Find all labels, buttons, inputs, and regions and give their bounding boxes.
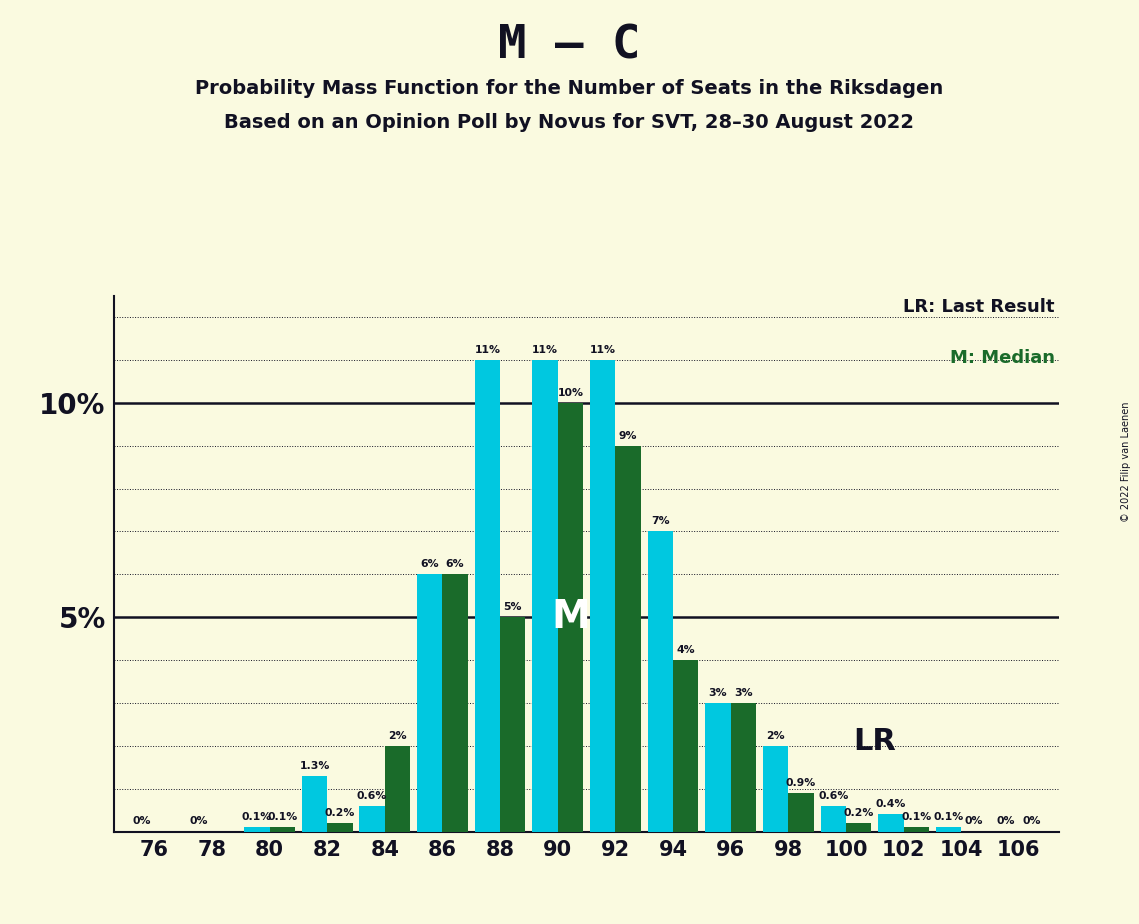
Bar — [360, 806, 385, 832]
Text: 0.6%: 0.6% — [818, 791, 849, 801]
Text: 0%: 0% — [1023, 817, 1041, 826]
Bar — [731, 703, 756, 832]
Text: 0%: 0% — [132, 817, 150, 826]
Text: 2%: 2% — [388, 731, 407, 741]
Text: LR: LR — [853, 727, 896, 756]
Text: 1.3%: 1.3% — [300, 760, 329, 771]
Bar — [417, 575, 442, 832]
Bar — [763, 746, 788, 832]
Text: Probability Mass Function for the Number of Seats in the Riksdagen: Probability Mass Function for the Number… — [196, 79, 943, 98]
Text: M – C: M – C — [498, 23, 641, 68]
Bar — [327, 823, 353, 832]
Bar — [558, 403, 583, 832]
Bar — [878, 814, 903, 832]
Text: 9%: 9% — [618, 431, 638, 441]
Text: 0.1%: 0.1% — [934, 812, 964, 822]
Bar — [532, 360, 558, 832]
Bar — [590, 360, 615, 832]
Text: M: Median: M: Median — [950, 349, 1055, 367]
Text: 3%: 3% — [734, 687, 753, 698]
Text: 11%: 11% — [532, 345, 558, 355]
Bar — [820, 806, 846, 832]
Text: 6%: 6% — [420, 559, 440, 569]
Bar — [475, 360, 500, 832]
Text: 6%: 6% — [445, 559, 465, 569]
Text: 3%: 3% — [708, 687, 728, 698]
Text: LR: Last Result: LR: Last Result — [903, 298, 1055, 316]
Bar — [788, 793, 813, 832]
Text: 11%: 11% — [590, 345, 616, 355]
Text: Based on an Opinion Poll by Novus for SVT, 28–30 August 2022: Based on an Opinion Poll by Novus for SV… — [224, 113, 915, 132]
Bar — [705, 703, 731, 832]
Text: 2%: 2% — [767, 731, 785, 741]
Bar — [648, 531, 673, 832]
Bar — [270, 827, 295, 832]
Text: 4%: 4% — [677, 645, 695, 655]
Text: 11%: 11% — [475, 345, 500, 355]
Bar — [846, 823, 871, 832]
Text: 0.9%: 0.9% — [786, 778, 817, 788]
Text: M: M — [551, 598, 590, 637]
Bar — [442, 575, 468, 832]
Text: 0.2%: 0.2% — [844, 808, 874, 818]
Bar — [903, 827, 929, 832]
Bar — [500, 617, 525, 832]
Text: © 2022 Filip van Laenen: © 2022 Filip van Laenen — [1121, 402, 1131, 522]
Bar — [302, 776, 327, 832]
Text: 5%: 5% — [503, 602, 522, 612]
Bar — [244, 827, 270, 832]
Bar — [385, 746, 410, 832]
Text: 0%: 0% — [997, 817, 1016, 826]
Text: 0.6%: 0.6% — [357, 791, 387, 801]
Text: 7%: 7% — [652, 517, 670, 527]
Text: 10%: 10% — [557, 388, 583, 397]
Text: 0%: 0% — [965, 817, 983, 826]
Text: 0.1%: 0.1% — [241, 812, 272, 822]
Bar — [673, 660, 698, 832]
Text: 0%: 0% — [190, 817, 208, 826]
Text: 0.2%: 0.2% — [325, 808, 355, 818]
Text: 0.1%: 0.1% — [268, 812, 297, 822]
Bar — [936, 827, 961, 832]
Text: 0.4%: 0.4% — [876, 799, 907, 809]
Text: 0.1%: 0.1% — [901, 812, 932, 822]
Bar — [615, 445, 641, 832]
